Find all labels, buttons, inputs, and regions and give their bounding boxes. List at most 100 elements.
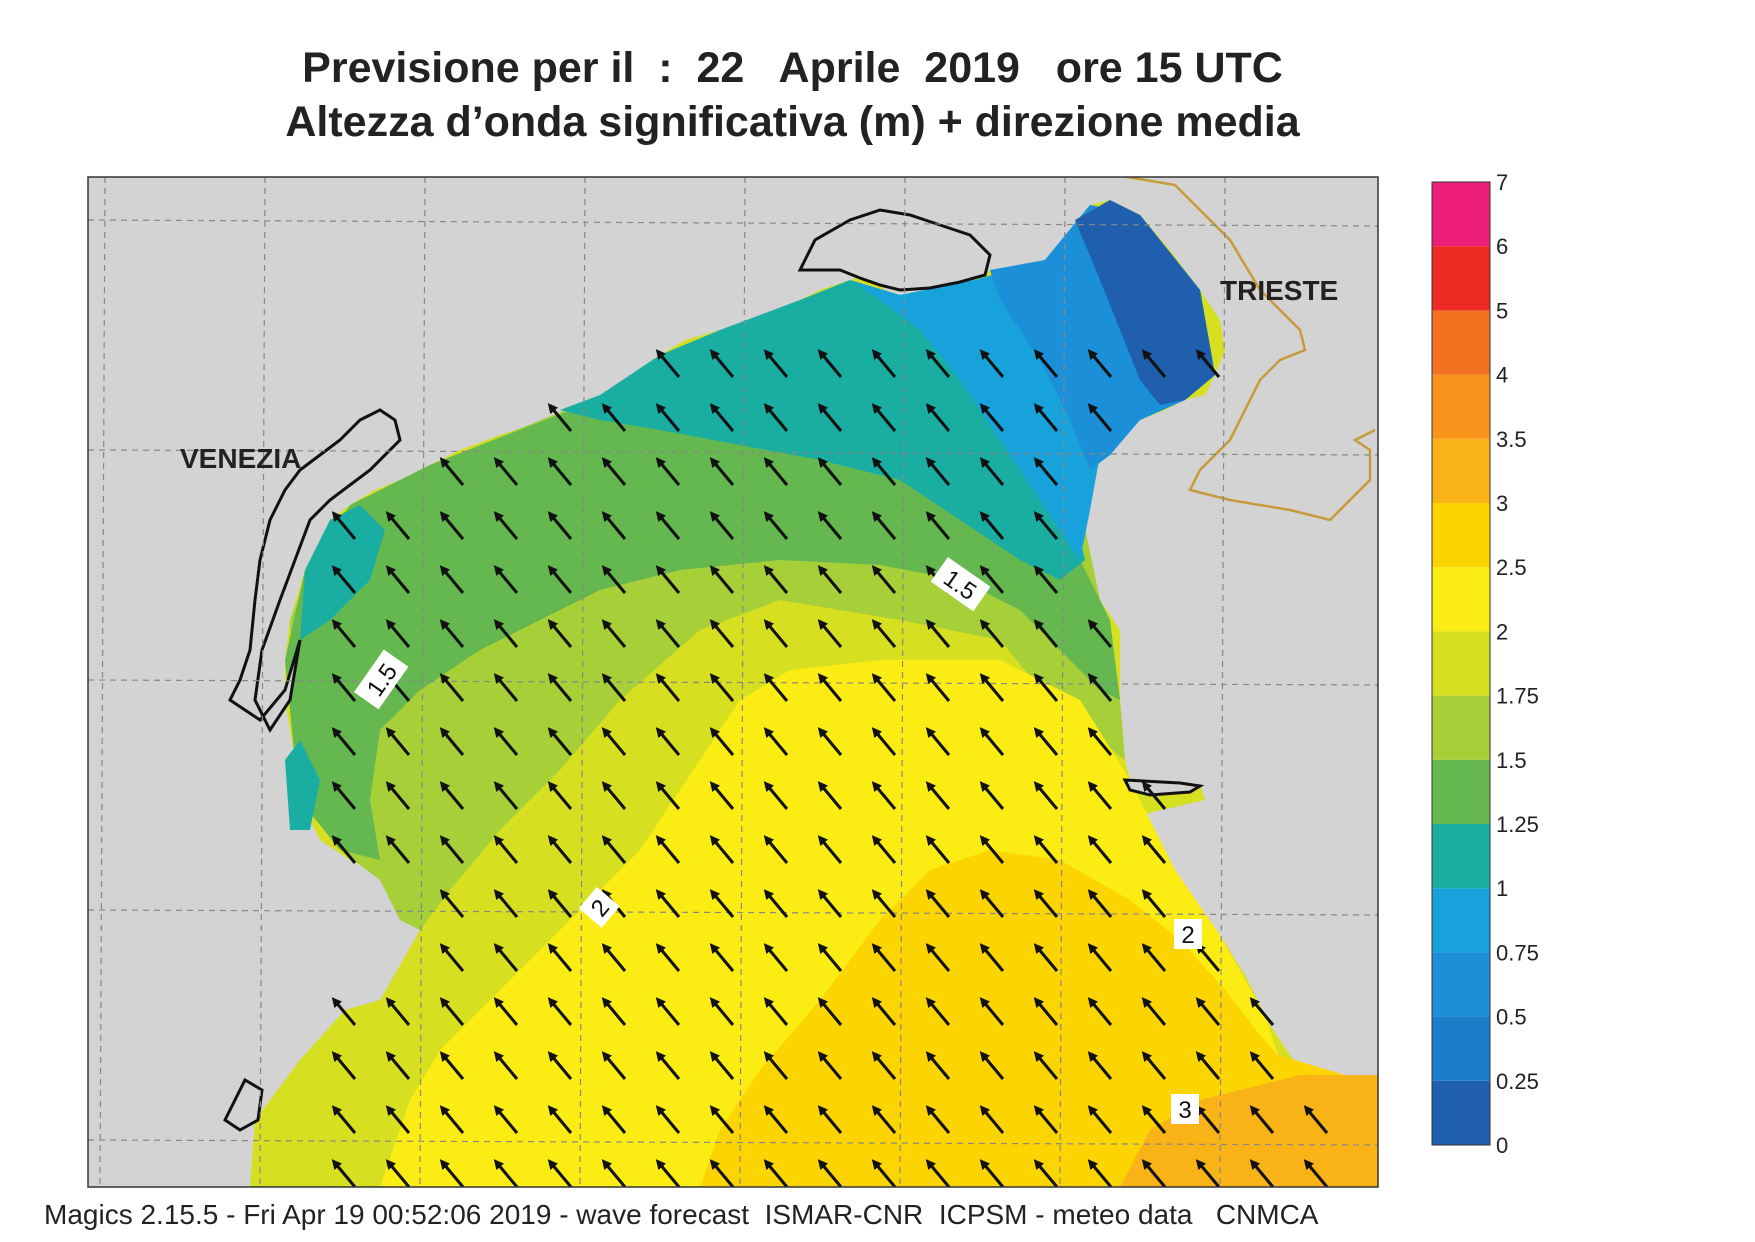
wave-direction-arrow (925, 457, 951, 486)
wave-direction-arrow (547, 1051, 573, 1080)
wave-direction-arrow (1033, 997, 1059, 1026)
wave-direction-arrow (547, 727, 573, 756)
wave-direction-arrow (709, 457, 735, 486)
legend-frame (1431, 181, 1491, 1146)
wave-direction-arrow (763, 673, 789, 702)
wave-direction-arrow (817, 1105, 843, 1134)
wave-direction-arrow (817, 511, 843, 540)
legend-swatch (1432, 503, 1490, 568)
wave-direction-arrow (1087, 403, 1113, 432)
legend-tick-label: 1.25 (1496, 812, 1539, 837)
wave-direction-arrow (331, 1159, 357, 1187)
wave-direction-arrow (709, 1159, 735, 1187)
wave-direction-arrow (979, 997, 1005, 1026)
wave-direction-arrow (871, 1159, 897, 1187)
wave-direction-arrow (1033, 403, 1059, 432)
wave-direction-arrow (439, 835, 465, 864)
wave-direction-arrow (871, 403, 897, 432)
wave-direction-arrow (1087, 349, 1113, 378)
border-line (1119, 177, 1376, 522)
wave-direction-arrow (1249, 1051, 1275, 1080)
wave-direction-arrow (547, 1159, 573, 1187)
legend-tick-label: 3 (1496, 491, 1508, 516)
wave-direction-arrow (925, 403, 951, 432)
wave-direction-arrow (493, 673, 519, 702)
wave-direction-arrow (763, 403, 789, 432)
wave-direction-arrow (871, 997, 897, 1026)
wave-direction-arrow (601, 1051, 627, 1080)
graticule (88, 177, 1378, 1187)
wave-direction-arrow (1195, 1159, 1221, 1187)
wave-direction-arrow (1141, 997, 1167, 1026)
wave-direction-arrow (871, 835, 897, 864)
legend-swatch (1432, 824, 1490, 889)
wave-direction-arrow (871, 727, 897, 756)
wave-direction-arrow (1141, 349, 1167, 378)
wave-direction-arrow (655, 403, 681, 432)
wave-direction-arrow (493, 835, 519, 864)
wave-direction-arrow (601, 727, 627, 756)
wave-direction-arrow (925, 1159, 951, 1187)
legend-swatch (1432, 952, 1490, 1017)
contour-label-3: 3 (1178, 1097, 1191, 1124)
wave-direction-arrow (871, 781, 897, 810)
wave-direction-arrow (385, 835, 411, 864)
wave-direction-arrow (493, 1159, 519, 1187)
wave-direction-arrow (1033, 511, 1059, 540)
map-subtitle: Altezza d’onda significativa (m) + direz… (285, 98, 1300, 146)
wave-direction-arrow (601, 403, 627, 432)
wave-direction-arrow (331, 619, 357, 648)
legend-tick-label: 0 (1496, 1133, 1508, 1158)
legend-swatch (1432, 438, 1490, 503)
wave-direction-arrow (817, 349, 843, 378)
legend-tick-label: 6 (1496, 234, 1508, 259)
wave-direction-arrow (547, 511, 573, 540)
legend-tick-label: 5 (1496, 298, 1508, 323)
legend-swatch (1432, 310, 1490, 375)
color-legend: 7 6 5 4 3.5 3 2.5 2 1.75 1.5 1.25 1 0.75 0.5 0.25 0 (1431, 170, 1539, 1158)
wave-direction-arrow (871, 349, 897, 378)
wave-direction-arrow (979, 565, 1005, 594)
wave-direction-arrow (709, 403, 735, 432)
wave-direction-arrow (439, 943, 465, 972)
wave-direction-arrow (1303, 1105, 1329, 1134)
wave-direction-arrow (439, 1105, 465, 1134)
wave-direction-arrow (709, 565, 735, 594)
wave-direction-arrow (601, 619, 627, 648)
wave-direction-arrows (331, 349, 1329, 1187)
wave-direction-arrow (439, 565, 465, 594)
wave-direction-arrow (871, 1051, 897, 1080)
wave-direction-arrow (439, 511, 465, 540)
wave-direction-arrow (331, 781, 357, 810)
wave-direction-arrow (1195, 349, 1221, 378)
legend-swatch (1432, 759, 1490, 824)
wave-direction-arrow (1033, 1051, 1059, 1080)
legend-swatch (1432, 888, 1490, 953)
wave-direction-arrow (385, 781, 411, 810)
wave-direction-arrow (385, 997, 411, 1026)
wave-direction-arrow (871, 457, 897, 486)
wave-direction-arrow (331, 727, 357, 756)
venice-lagoon (228, 408, 402, 733)
wave-direction-arrow (1033, 565, 1059, 594)
wave-direction-arrow (493, 889, 519, 918)
legend-tick-label: 2 (1496, 619, 1508, 644)
wave-direction-arrow (493, 1051, 519, 1080)
wave-direction-arrow (493, 619, 519, 648)
wave-direction-arrow (1087, 619, 1113, 648)
wave-direction-arrow (1141, 1105, 1167, 1134)
wave-direction-arrow (925, 835, 951, 864)
wave-direction-arrow (601, 943, 627, 972)
wave-direction-arrow (493, 781, 519, 810)
wave-direction-arrow (547, 835, 573, 864)
wave-direction-arrow (1141, 835, 1167, 864)
wave-direction-arrow (655, 997, 681, 1026)
wave-direction-arrow (979, 619, 1005, 648)
wave-direction-arrow (547, 619, 573, 648)
wave-direction-arrow (1033, 457, 1059, 486)
wave-direction-arrow (871, 889, 897, 918)
wave-direction-arrow (763, 1159, 789, 1187)
wave-direction-arrow (763, 1105, 789, 1134)
wave-direction-arrow (601, 781, 627, 810)
wave-direction-arrow (1033, 781, 1059, 810)
